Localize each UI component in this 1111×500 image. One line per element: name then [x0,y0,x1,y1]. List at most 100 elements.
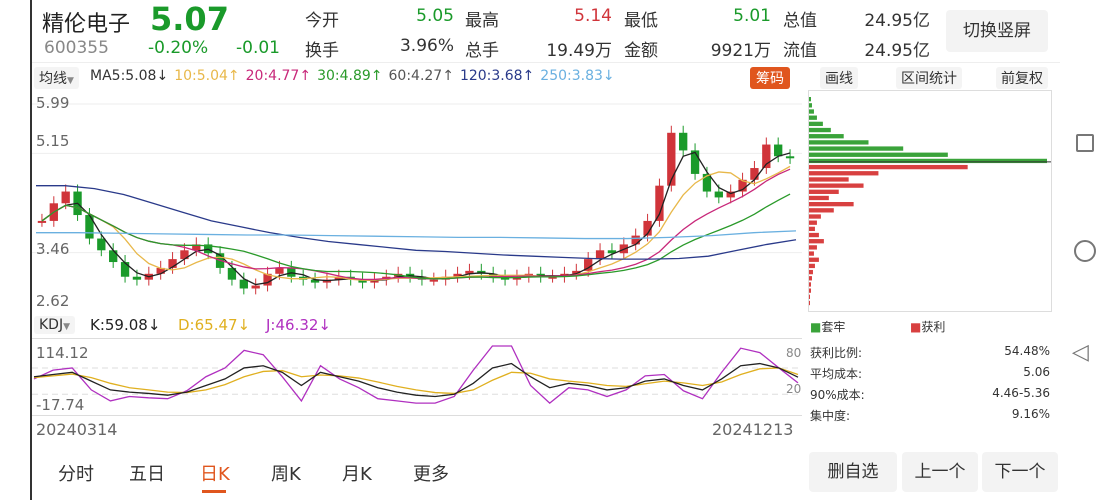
candle [548,276,557,279]
candle [631,235,640,245]
chip-bar [809,134,844,139]
chip-bar [809,276,812,281]
tab-1[interactable]: 五日 [129,464,165,485]
candle [275,267,284,274]
stock-price: 5.07 [150,0,229,38]
candle [227,267,237,280]
candle [667,132,676,186]
chip-bar [809,121,823,127]
kdj-j: J:46.32↓ [266,316,331,334]
candlestick-chart[interactable] [32,90,802,310]
chip-bar [809,226,815,232]
stat-label: 换手 [305,41,339,61]
ma-line [41,165,791,281]
candle [655,185,664,221]
adjust-button[interactable]: 前复权 [996,67,1048,89]
draw-line-button[interactable]: 画线 [820,67,858,89]
ma-value: 10:5.04↑ [174,68,240,84]
chip-stat-label: 平均成本: [810,367,863,381]
candle [702,173,712,192]
tab-3[interactable]: 周K [271,464,301,485]
ma-value: 30:4.89↑ [317,68,383,84]
candle [97,238,106,251]
legend-swatch: ■ [910,320,922,334]
candle [643,220,652,236]
ma-line [41,151,791,286]
chip-stat-value: 9.16% [1011,407,1050,421]
y-tick: 5.99 [36,94,70,112]
chip-bar [809,164,968,170]
candle [192,244,201,251]
kdj-d-line [33,367,799,395]
chip-bar [809,158,1047,164]
candle [679,132,688,151]
candle [37,220,47,223]
kdj-chart [32,338,802,416]
chip-bar [809,189,839,194]
candle [120,262,130,277]
chip-bar [809,269,813,275]
range-stats-button[interactable]: 区间统计 [896,67,962,89]
candle [156,267,165,274]
chip-tag-button[interactable]: 筹码 [750,67,790,89]
tab-0[interactable]: 分时 [58,464,94,485]
ma-line [41,168,791,281]
candle [239,279,248,289]
stock-code: 600355 [44,38,109,58]
chip-bar [809,152,948,157]
switch-portrait-button[interactable]: 切换竖屏 [946,10,1048,52]
bottom-button-1[interactable]: 上一个 [902,452,978,492]
candle [774,144,783,157]
stat-value: 24.95亿 [864,41,930,61]
ma-selector-label: 均线 [39,71,67,87]
chip-stat-value: 54.48% [1004,344,1050,358]
kdj-right-tick: 80 [786,346,802,360]
candle [168,259,177,268]
kdj-y-tick: 114.12 [36,344,89,362]
dropdown-icon: ▼ [63,322,71,332]
home-icon[interactable] [1074,240,1096,262]
chip-bar [809,140,869,145]
chip-stat-label: 获利比例: [810,346,863,360]
candle [785,156,795,159]
stat-label: 总手 [465,41,499,61]
kdj-k-line [33,362,799,398]
chip-bar [809,103,812,108]
candle [85,215,94,239]
stat-value: 3.96% [399,36,454,56]
tab-5[interactable]: 更多 [413,464,449,485]
chip-bar [809,220,817,225]
chip-bar [809,177,849,182]
candle [572,270,581,274]
bottom-button-0[interactable]: 删自选 [809,452,897,492]
stat-label: 最低 [624,11,658,31]
legend-profit: ■获利 [910,318,945,335]
ma-values: MA5:5.08↓ 10:5.04↑ 20:4.77↑ 30:4.89↑ 60:4.27… [90,68,621,84]
tab-2[interactable]: 日K [200,464,230,485]
bottom-button-2[interactable]: 下一个 [982,452,1058,492]
chip-bar [809,146,904,151]
chip-stat-label: 集中度: [810,409,851,423]
candle [726,191,735,198]
kdj-y-tick: -17.74 [36,396,85,414]
chip-bar [809,127,831,133]
back-icon[interactable]: ◁ [1072,340,1089,365]
candle [690,150,700,174]
kdj-selector[interactable]: KDJ▼ [34,316,76,334]
stock-app: 精伦电子 5.07 600355 -0.20% -0.01 切换竖屏 均线▼ M… [30,0,1062,500]
ma-selector[interactable]: 均线▼ [34,67,79,89]
tab-4[interactable]: 月K [342,464,372,485]
kdj-j-line [33,345,799,404]
stat-value: 24.95亿 [864,11,930,31]
chip-bar [809,263,815,269]
legend-trapped: ■套牢 [810,318,845,335]
candle [738,179,747,192]
candle [607,250,617,254]
ma-value: 120:3.68↑ [459,68,535,84]
chip-bar [809,282,811,287]
candle [180,250,189,260]
ma-value: 60:4.27↑ [388,68,454,84]
start-date: 20240314 [36,420,118,439]
ma-line [41,193,791,280]
recents-icon[interactable] [1076,134,1094,152]
